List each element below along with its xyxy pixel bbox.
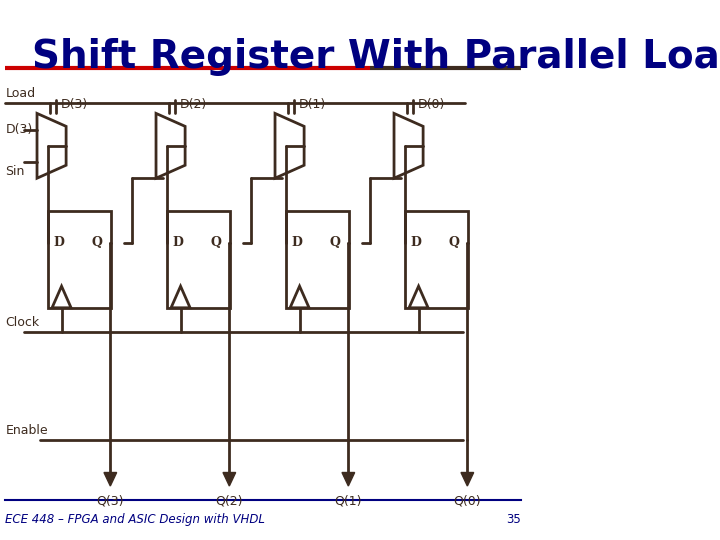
Bar — [286, 211, 349, 308]
Bar — [166, 211, 230, 308]
Text: Q: Q — [91, 236, 102, 249]
Text: Q(0): Q(0) — [454, 494, 481, 507]
Text: D: D — [53, 236, 65, 249]
Text: Q(2): Q(2) — [215, 494, 243, 507]
Text: D: D — [173, 236, 184, 249]
Polygon shape — [342, 472, 355, 486]
Polygon shape — [223, 472, 235, 486]
Text: 35: 35 — [506, 513, 521, 526]
Text: Q(3): Q(3) — [96, 494, 124, 507]
Text: Q: Q — [330, 236, 341, 249]
Polygon shape — [104, 472, 117, 486]
Text: Q(1): Q(1) — [335, 494, 362, 507]
Text: D: D — [410, 236, 421, 249]
Text: ECE 448 – FPGA and ASIC Design with VHDL: ECE 448 – FPGA and ASIC Design with VHDL — [5, 513, 265, 526]
Text: D(1): D(1) — [300, 98, 326, 111]
Text: Shift Register With Parallel Load: Shift Register With Parallel Load — [32, 38, 720, 76]
Bar — [48, 211, 111, 308]
Polygon shape — [461, 472, 474, 486]
Text: Q: Q — [211, 236, 222, 249]
Text: Q: Q — [449, 236, 459, 249]
Bar — [405, 211, 468, 308]
Text: Load: Load — [5, 87, 35, 100]
Text: D(3): D(3) — [61, 98, 89, 111]
Text: D(0): D(0) — [418, 98, 446, 111]
Text: Sin: Sin — [5, 165, 24, 178]
Text: D: D — [292, 236, 302, 249]
Text: Enable: Enable — [5, 424, 48, 437]
Text: D(3): D(3) — [5, 123, 32, 136]
Text: D(2): D(2) — [180, 98, 207, 111]
Text: Clock: Clock — [5, 316, 40, 329]
